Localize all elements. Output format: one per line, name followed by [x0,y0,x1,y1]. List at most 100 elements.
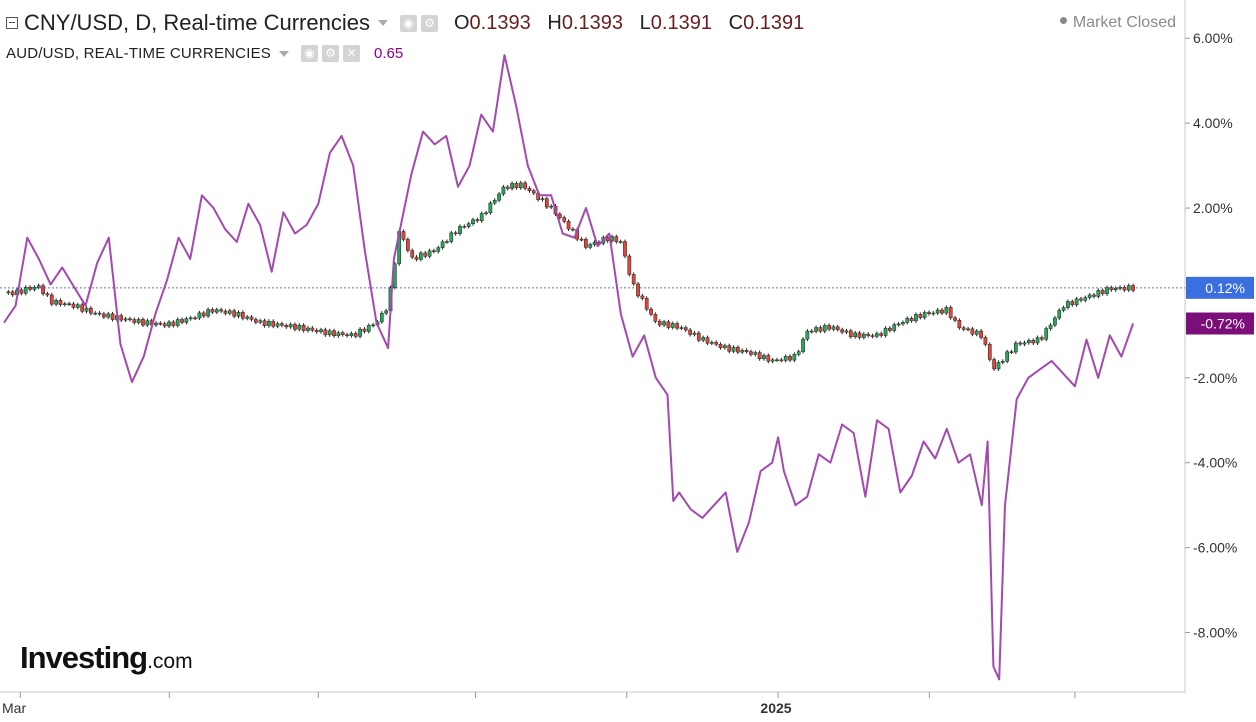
candle-body [779,359,784,362]
candle-body [927,312,931,314]
candle-body [740,350,745,353]
candle-body [297,324,302,330]
candle-body [944,307,949,314]
eye-icon[interactable]: ◉ [301,45,318,62]
candle-body [288,324,293,328]
candle-body [262,320,267,326]
candle-body [579,238,584,241]
candle-body [436,247,441,252]
candle-body [775,359,779,362]
candle-body [1018,342,1023,345]
primary-last-badge-text: 0.12% [1205,280,1245,296]
candle-body [132,319,137,323]
candle-body [770,359,775,362]
candle-body [93,312,98,315]
candle-body [888,327,892,331]
candle-body [649,308,653,315]
candle-body [128,318,132,321]
candle-body [123,318,128,321]
candle-body [180,319,184,323]
candle-body [696,332,701,341]
candle-body [67,303,71,306]
candle-body [675,323,679,329]
candle-body [705,337,710,344]
overlay-header: AUD/USD, REAL-TIME CURRENCIES ◉ ⚙ ✕ 0.65 [6,45,403,62]
candle-body [366,325,371,332]
eye-icon[interactable]: ◉ [399,14,417,32]
candle-body [844,330,849,333]
candle-body [618,241,623,243]
candle-body [19,289,24,294]
y-tick-label: -8.00% [1193,625,1237,641]
candle-body [1005,351,1009,362]
candle-body [501,186,506,195]
candle-body [119,315,124,321]
last-value-badges: 0.12% -0.72% [1186,276,1254,335]
candle-body [505,186,510,189]
close-key: C [728,11,744,34]
candle-body [210,309,215,313]
candle-body [258,320,263,323]
candle-body [718,343,723,348]
candle-body [1092,294,1096,297]
candle-body [935,309,940,314]
candle-body [788,356,792,361]
candle-body [323,329,328,336]
candle-body [484,212,488,215]
candle-body [175,319,180,326]
candle-body [970,328,975,335]
candle-body [197,312,202,319]
gear-icon[interactable]: ⚙ [420,14,438,32]
candle-body [822,325,827,332]
overlay-series-line [3,54,1135,681]
candle-body [892,324,897,331]
chevron-down-icon[interactable] [279,50,289,57]
candle-body [1035,337,1040,344]
candle-body [857,332,862,338]
candle-body [670,323,675,328]
chart-title: CNY/USD, D, Real-time Currencies [24,10,370,35]
y-tick-label: -4.00% [1193,455,1237,471]
candle-body [219,309,223,312]
candle-body [362,328,367,332]
candle-body [1070,301,1075,306]
gear-icon[interactable]: ⚙ [322,45,339,62]
candle-body [106,313,111,318]
candle-body [440,241,445,248]
candle-body [861,333,866,338]
candle-body [527,187,532,191]
collapse-icon[interactable] [6,17,18,29]
candle-body [406,239,410,251]
candle-body [32,287,37,290]
candle-body [814,327,818,332]
candle-body [432,250,436,252]
candle-body [1131,285,1135,291]
candle-body [627,255,632,275]
candle-body [584,239,588,248]
candle-body [423,252,428,257]
candle-body [427,250,432,257]
candle-body [188,317,193,320]
market-status: Market Closed [1059,14,1176,32]
candle-body [71,303,76,308]
candle-body [731,346,736,352]
candle-body [914,314,918,322]
candle-body [531,190,536,194]
candle-body [1048,324,1053,329]
chevron-down-icon[interactable] [377,20,388,26]
candle-body [736,346,740,353]
candle-body [727,345,732,352]
overlay-last-badge [1186,312,1254,335]
candle-body [358,328,362,337]
candle-body [1126,285,1131,291]
candle-body [332,330,336,337]
candle-body [961,327,966,330]
candle-body [875,333,879,337]
candle-body [497,193,501,201]
high-key: H [547,11,562,34]
close-icon[interactable]: ✕ [343,45,360,62]
low-key: L [639,11,651,34]
candle-body [384,310,389,314]
logo-main: Investing [20,640,148,675]
candle-body [1061,307,1066,311]
